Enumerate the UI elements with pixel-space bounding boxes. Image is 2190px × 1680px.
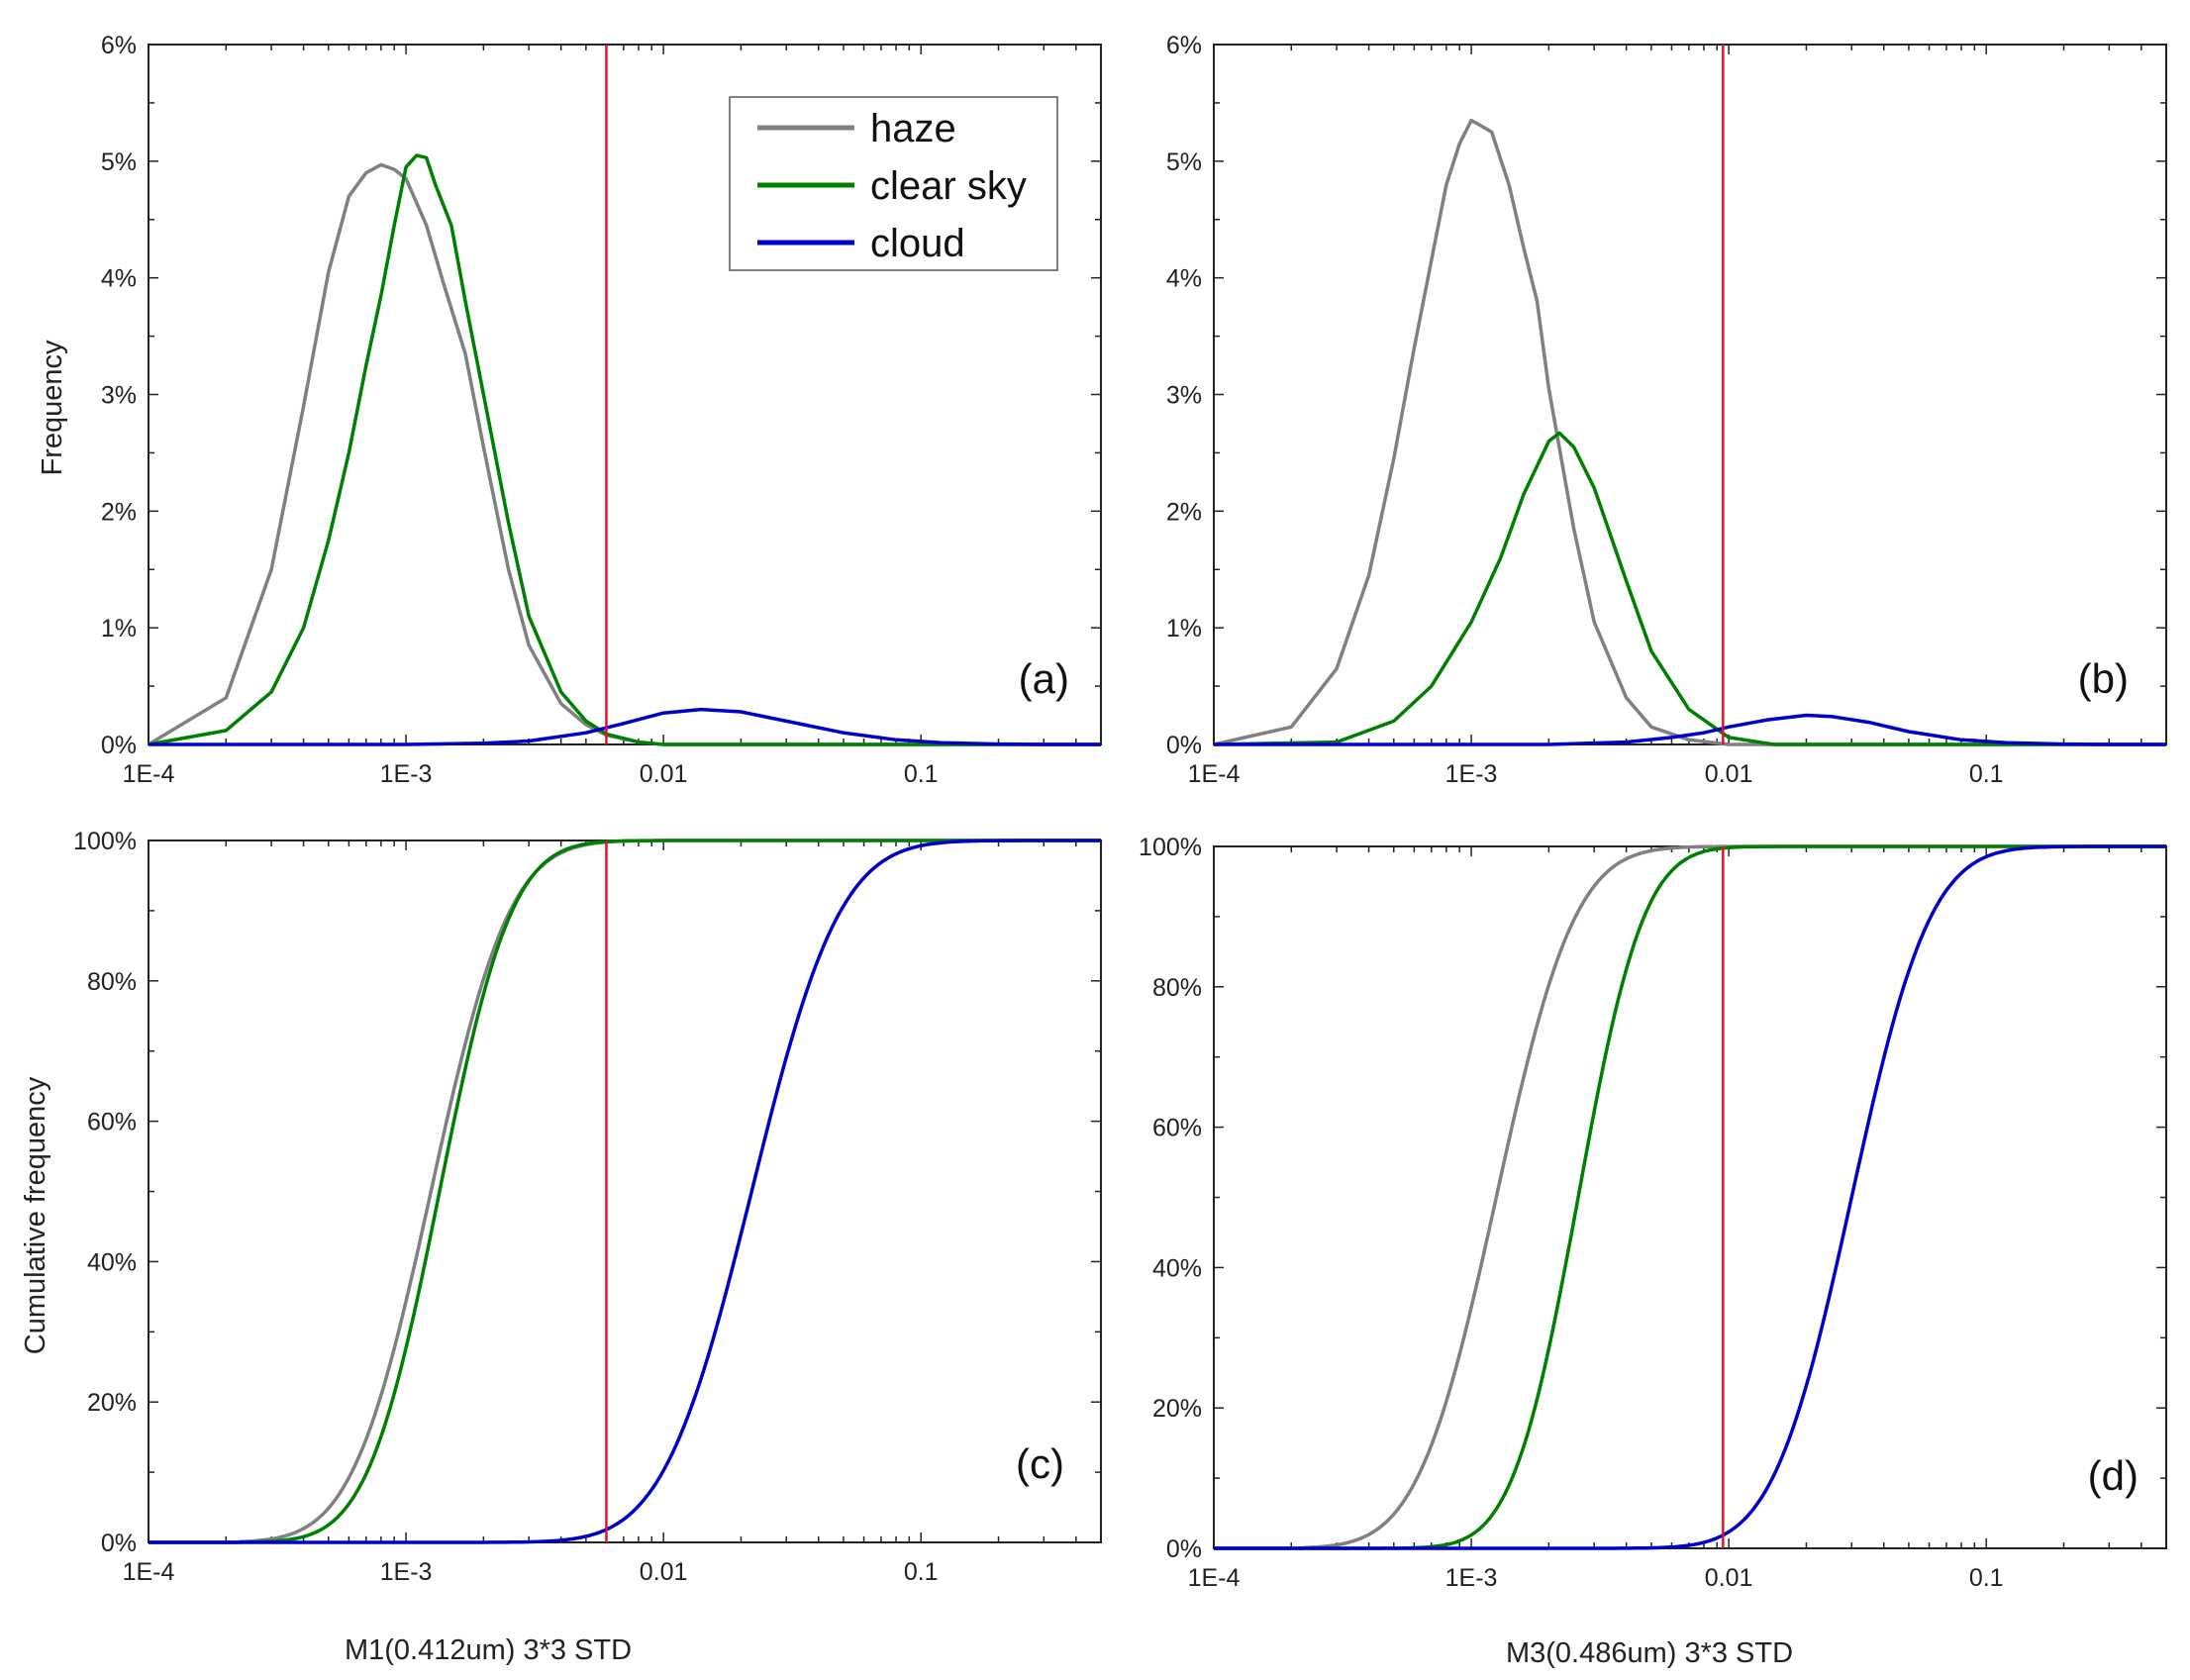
ytick-label-d: 80%: [1152, 974, 1202, 1002]
xtick-label-b: 1E-3: [1445, 760, 1498, 788]
ytick-label-b: 6%: [1166, 32, 1202, 59]
series-clear-sky-a: [148, 153, 1101, 746]
ytick-label-a: 5%: [101, 148, 137, 176]
series-clear-sky-d: [1214, 844, 2166, 1550]
xtick-label-a: 1E-4: [123, 760, 175, 788]
xtick-label-d: 0.01: [1705, 1564, 1753, 1592]
panel-label-b: (b): [2078, 655, 2129, 702]
xtick-label-d: 1E-3: [1445, 1564, 1498, 1592]
ytick-label-b: 2%: [1166, 498, 1202, 526]
xtick-label-b: 1E-4: [1188, 760, 1241, 788]
ytick-label-a: 1%: [101, 615, 137, 642]
ytick-label-c: 20%: [87, 1389, 137, 1417]
panel-c: 0% 20% 40% 60% 80% 100% 1E-4 1E-3 0.01 0.1 (c): [73, 828, 1102, 1586]
xtick-label-d: 1E-4: [1188, 1564, 1241, 1592]
xlabel-m3: M3(0.486um) 3*3 STD: [1506, 1637, 1793, 1669]
legend-label-haze: haze: [870, 107, 956, 150]
xtick-label-c: 1E-4: [123, 1558, 175, 1586]
panel-b: 0% 1% 2% 3% 4% 5% 6% 1E-4 1E-3 0.01 0.1 (b): [1166, 32, 2167, 788]
ytick-label-c: 100%: [73, 828, 137, 855]
xtick-label-d: 0.1: [1969, 1564, 2004, 1592]
xlabel-m1: M1(0.412um) 3*3 STD: [345, 1634, 632, 1666]
ytick-label-b: 4%: [1166, 265, 1202, 293]
ytick-label-c: 0%: [101, 1530, 137, 1557]
ytick-label-c: 40%: [87, 1248, 137, 1276]
ylabel-frequency: Frequency: [37, 340, 68, 476]
xtick-label-a: 1E-3: [380, 760, 433, 788]
xtick-label-a: 0.1: [904, 760, 939, 788]
panel-label-a: (a): [1019, 655, 1069, 702]
ytick-label-d: 60%: [1152, 1115, 1202, 1142]
series-haze-b: [1213, 118, 2166, 746]
xtick-label-b: 0.01: [1705, 760, 1753, 788]
ytick-label-d: 40%: [1152, 1254, 1202, 1282]
ytick-label-b: 5%: [1166, 148, 1202, 176]
ytick-label-b: 1%: [1166, 615, 1202, 642]
series-clear-sky-b: [1213, 431, 2166, 746]
xtick-label-c: 0.01: [640, 1558, 688, 1586]
series-cloud-a: [149, 707, 1101, 746]
plot-frame-d: [1213, 845, 2167, 1549]
ytick-label-d: 20%: [1152, 1395, 1202, 1423]
ytick-label-d: 100%: [1139, 834, 1202, 861]
ytick-label-a: 6%: [101, 32, 137, 59]
plot-frame-b: [1213, 44, 2167, 745]
ytick-label-b: 3%: [1166, 382, 1202, 410]
panel-a: 0% 1% 2% 3% 4% 5% 6% 1E-4 1E-3 0.01 0.1 (a): [101, 32, 1102, 788]
ylabel-cumulative-frequency: Cumulative frequency: [20, 1076, 51, 1354]
series-cloud-c: [149, 839, 1101, 1544]
xtick-label-c: 0.1: [904, 1558, 939, 1586]
xtick-label-c: 1E-3: [380, 1558, 433, 1586]
legend-label-cloud: cloud: [870, 222, 965, 265]
series-haze-c: [149, 839, 1101, 1544]
ytick-label-a: 2%: [101, 498, 137, 526]
legend: haze clear sky cloud: [729, 96, 1058, 271]
ytick-label-c: 80%: [87, 968, 137, 996]
series-cloud-d: [1214, 844, 2166, 1550]
series-cloud-b: [1214, 713, 2166, 746]
panel-label-d: (d): [2088, 1452, 2139, 1499]
series-clear-sky-c: [149, 839, 1101, 1544]
ytick-label-c: 60%: [87, 1109, 137, 1136]
ytick-label-a: 4%: [101, 265, 137, 293]
legend-label-clear-sky: clear sky: [870, 164, 1027, 208]
ytick-label-b: 0%: [1166, 732, 1202, 759]
series-haze-d: [1214, 844, 2166, 1550]
ytick-label-a: 0%: [101, 732, 137, 759]
xtick-label-a: 0.01: [640, 760, 688, 788]
ytick-label-d: 0%: [1166, 1535, 1202, 1563]
panel-d: 0% 20% 40% 60% 80% 100% 1E-4 1E-3 0.01 0.1 (d): [1139, 834, 2167, 1592]
panel-label-c: (c): [1016, 1440, 1064, 1487]
plot-frame-c: [148, 840, 1102, 1543]
ytick-label-a: 3%: [101, 382, 137, 410]
xtick-label-b: 0.1: [1969, 760, 2004, 788]
